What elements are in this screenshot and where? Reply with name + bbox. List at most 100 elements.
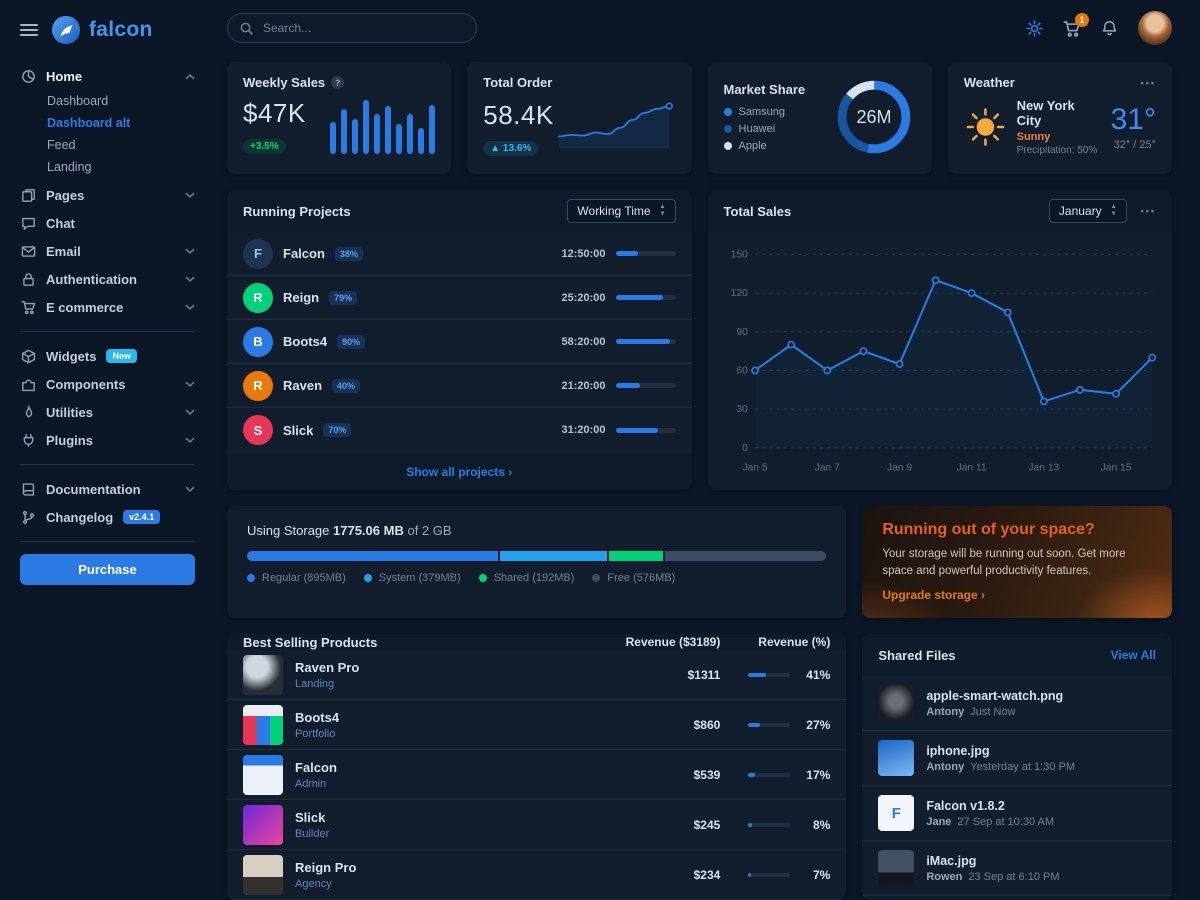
weekly-sales-bar [429, 105, 436, 154]
project-name-link[interactable]: Boots4 [283, 334, 328, 349]
product-name-link[interactable]: Reign Pro [295, 859, 357, 875]
nav-item-label: Plugins [46, 432, 93, 448]
help-icon[interactable]: ? [331, 76, 345, 89]
sidebar-item-landing[interactable]: Landing [47, 160, 92, 174]
sidebar-item-email[interactable]: Email [20, 237, 195, 265]
brand-name: falcon [89, 18, 153, 41]
chevron-down-icon [185, 409, 195, 416]
sidebar: falcon Home Dashboard Dashboard alt Feed Lan… [0, 0, 215, 900]
sidebar-item-e-commerce[interactable]: E commerce [20, 293, 195, 321]
legend-dot [478, 574, 487, 582]
product-name-link[interactable]: Slick [295, 809, 326, 825]
sidebar-item-chat[interactable]: Chat [20, 209, 195, 237]
storage-legend-item: Free (576MB) [592, 572, 675, 584]
sidebar-item-dashboard[interactable]: Dashboard [47, 94, 109, 108]
storage-progress-bar [247, 551, 827, 561]
product-revenue: $860 [693, 717, 721, 732]
weather-card: Weather ••• New York City Sunny [947, 62, 1172, 174]
file-row: iphone.jpg Antony Yesterday at 1:30 PM [862, 731, 1172, 786]
sidebar-item-authentication[interactable]: Authentication [20, 265, 195, 293]
search-icon [240, 22, 253, 35]
running-projects-title: Running Projects [243, 203, 351, 219]
project-name-link[interactable]: Reign [283, 290, 320, 305]
project-name-link[interactable]: Raven [283, 378, 323, 393]
svg-text:Jan 13: Jan 13 [1028, 462, 1059, 473]
svg-text:60: 60 [736, 366, 748, 377]
weekly-sales-card: Weekly Sales ? $47K +3.5% [227, 62, 452, 174]
sidebar-item-plugins[interactable]: Plugins [20, 426, 195, 454]
plugins-icon [20, 433, 36, 448]
product-name-link[interactable]: Boots4 [295, 709, 340, 725]
storage-segment-system-379mb- [500, 551, 607, 561]
product-percent: 41% [806, 667, 831, 682]
product-name-link[interactable]: Raven Pro [295, 659, 360, 675]
show-all-projects-link[interactable]: Show all projects › [227, 454, 692, 490]
purchase-button[interactable]: Purchase [20, 554, 195, 585]
search-box[interactable] [227, 13, 477, 43]
working-time-select[interactable]: Working Time ▲ ▼ [567, 199, 676, 223]
product-category-link[interactable]: Admin [295, 777, 327, 790]
cart-icon[interactable]: 1 [1063, 12, 1089, 37]
file-name-link[interactable]: iphone.jpg [926, 743, 990, 758]
file-author: Jane [926, 815, 952, 828]
settings-gear-icon[interactable] [1026, 19, 1043, 37]
project-name-link[interactable]: Falcon [283, 246, 325, 261]
sidebar-item-changelog[interactable]: Changelog v2.4.1 [20, 503, 195, 531]
pages-icon [20, 188, 36, 203]
project-avatar: S [243, 415, 273, 445]
weather-title: Weather [963, 75, 1015, 90]
product-row: Boots4 Portfolio $860 27% [227, 700, 847, 750]
product-name-link[interactable]: Falcon [295, 759, 337, 775]
product-row: Falcon Admin $539 17% [227, 750, 847, 800]
notifications-bell-icon[interactable] [1101, 20, 1118, 37]
product-category-link[interactable]: Builder [295, 827, 330, 840]
hamburger-menu-button[interactable] [20, 20, 38, 40]
total-order-badge: ▲ 13.6% [483, 141, 539, 156]
project-progress-badge: 90% [337, 334, 366, 349]
chevron-down-icon [185, 381, 195, 388]
storage-title: Using Storage 1775.06 MB of 2 GB [247, 523, 452, 538]
nav-item-badge: v2.4.1 [123, 510, 161, 524]
svg-text:26M: 26M [856, 107, 891, 127]
product-category-link[interactable]: Landing [295, 677, 335, 690]
sidebar-item-components[interactable]: Components [20, 370, 195, 398]
nav-item-label: Pages [46, 187, 85, 203]
file-row: F Falcon v1.8.2 Jane 27 Sep at 10:30 AM [862, 786, 1172, 841]
weekly-sales-bar [385, 106, 392, 154]
month-select[interactable]: January ▲ ▼ [1048, 199, 1127, 223]
sidebar-item-dashboard-alt[interactable]: Dashboard alt [47, 116, 131, 130]
storage-card: Using Storage 1775.06 MB of 2 GB Regular… [227, 506, 847, 618]
more-options-icon[interactable]: ••• [1140, 77, 1156, 88]
more-options-icon[interactable]: ••• [1140, 206, 1156, 216]
project-name-link[interactable]: Slick [283, 422, 314, 438]
file-time: Just Now [970, 705, 1016, 718]
upgrade-storage-link[interactable]: Upgrade storage › [882, 588, 986, 603]
project-progress-badge: 40% [332, 378, 361, 393]
sidebar-item-feed[interactable]: Feed [47, 138, 76, 152]
svg-text:0: 0 [742, 443, 748, 454]
market-share-legend: Samsung Huawei Apple [723, 106, 806, 152]
project-progress-bar [615, 427, 676, 433]
sidebar-item-pages[interactable]: Pages [20, 181, 195, 209]
brand-logo[interactable]: falcon [51, 15, 153, 45]
file-author: Antony [926, 705, 965, 718]
project-time: 25:20:00 [561, 291, 606, 304]
product-percent: 17% [806, 767, 831, 782]
sidebar-item-widgets[interactable]: Widgets New [20, 342, 195, 370]
file-name-link[interactable]: iMac.jpg [926, 853, 977, 868]
view-all-link[interactable]: View All [1110, 648, 1156, 662]
best-selling-card: Best Selling Products Revenue ($3189) Re… [227, 634, 847, 900]
chat-icon [20, 216, 36, 231]
user-avatar[interactable] [1138, 11, 1172, 45]
file-name-link[interactable]: Falcon v1.8.2 [926, 798, 1005, 813]
file-time: Yesterday at 1:30 PM [970, 760, 1075, 773]
product-category-link[interactable]: Agency [295, 877, 332, 890]
sidebar-item-utilities[interactable]: Utilities [20, 398, 195, 426]
project-time: 58:20:00 [561, 335, 606, 348]
sidebar-item-home[interactable]: Home [20, 62, 195, 90]
file-name-link[interactable]: apple-smart-watch.png [926, 688, 1064, 703]
product-category-link[interactable]: Portfolio [295, 727, 336, 740]
sidebar-item-documentation[interactable]: Documentation [20, 475, 195, 503]
lock-icon [20, 272, 36, 287]
search-input[interactable] [261, 20, 464, 36]
